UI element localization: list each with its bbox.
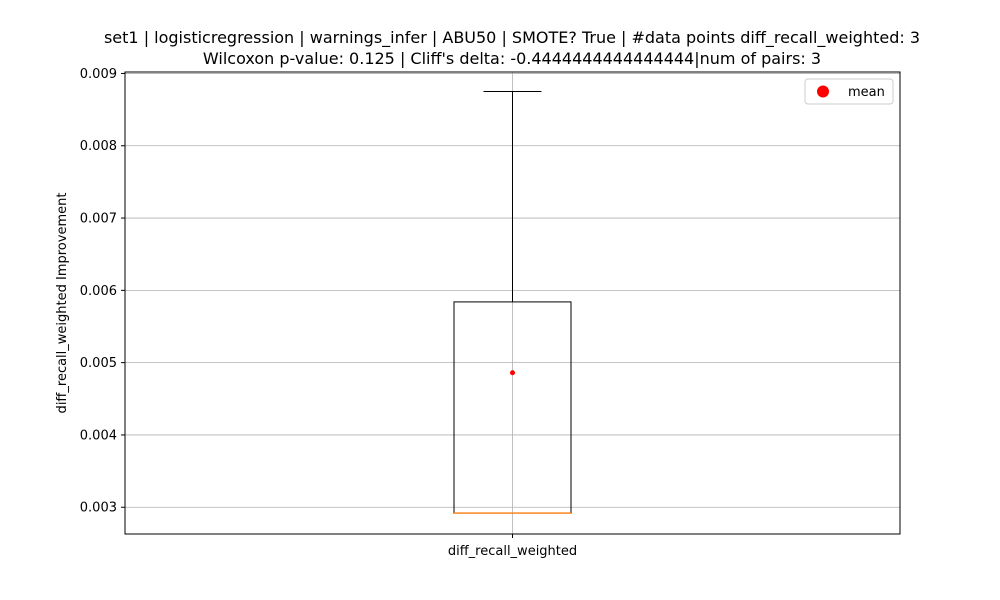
chart-title-line-1: set1 | logisticregression | warnings_inf… <box>104 28 920 48</box>
y-tick-label: 0.006 <box>80 284 117 299</box>
legend: mean <box>804 78 894 105</box>
chart-title-line-2: Wilcoxon p-value: 0.125 | Cliff's delta:… <box>203 49 821 68</box>
mean-point <box>510 370 515 376</box>
y-axis-ticks: 0.003 0.004 0.005 0.006 0.007 0.008 0.009 <box>80 67 125 516</box>
y-tick-label: 0.004 <box>80 428 117 443</box>
x-tick-label: diff_recall_weighted <box>448 544 577 559</box>
y-tick-label: 0.005 <box>80 356 117 371</box>
legend-mean-label: mean <box>848 85 885 100</box>
legend-mean-marker <box>817 85 829 98</box>
box-group <box>453 91 572 514</box>
y-tick-label: 0.009 <box>80 67 117 82</box>
y-tick-label: 0.003 <box>80 501 117 516</box>
legend-frame <box>804 78 894 105</box>
y-tick-label: 0.008 <box>80 139 117 154</box>
x-axis-ticks: diff_recall_weighted <box>448 534 577 559</box>
y-axis-label: diff_recall_weighted Improvement <box>55 193 70 414</box>
y-tick-label: 0.007 <box>80 212 117 227</box>
